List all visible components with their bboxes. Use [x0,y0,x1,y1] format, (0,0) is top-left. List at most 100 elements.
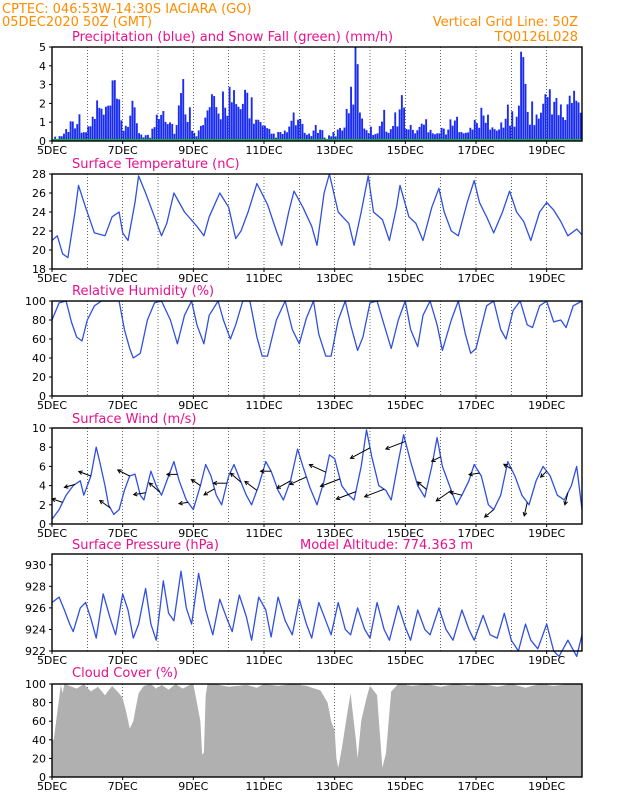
precip-bar [356,64,359,141]
precip-bar [286,132,288,141]
wind-xtick-label: 5DEC [37,527,67,540]
temp-xtick-label: 7DEC [108,272,138,285]
precip-bar [469,127,472,141]
humidity-ytick-label: 40 [32,352,46,365]
precip-bar [63,133,65,141]
wind-xtick-label: 9DEC [178,527,208,540]
temp-xtick-label: 17DEC [457,272,494,285]
precip-bar [151,128,154,141]
precip-xtick-label: 9DEC [178,144,208,157]
precip-bar [69,121,72,141]
precip-bar [548,89,551,141]
temp-xtick-label: 5DEC [37,272,67,285]
wind-series-line [51,429,583,520]
precip-bar [226,115,229,141]
precip-ytick-label: 0 [39,135,46,148]
precip-bar [427,132,430,141]
precip-bar [266,128,269,141]
precip-bar [116,98,118,141]
precip-bar [82,132,85,141]
precip-bar [392,125,394,141]
precip-bar [544,94,547,141]
humidity-ytick-label: 0 [39,390,46,403]
wind-vector-head [229,472,235,478]
precip-bar [164,121,167,141]
temp-ytick-label: 24 [32,206,46,219]
wind-vector-head [212,480,218,486]
precip-bar [98,107,101,141]
temp-xtick-label: 11DEC [245,272,282,285]
pressure-xtick-label: 17DEC [457,654,494,667]
precip-bar [305,134,308,141]
pressure-xtick-label: 13DEC [316,654,353,667]
precip-bar [109,105,112,141]
precip-bar [418,126,421,141]
precip-bar [520,51,523,141]
precip-bar [345,108,348,141]
wind-vector-head [435,497,441,502]
precip-bar [524,83,527,141]
model-altitude-note: Model Altitude: 774.363 m [300,538,473,553]
cloud-ytick-label: 0 [39,771,46,784]
precip-bar [447,129,450,141]
precip-bar [228,86,231,141]
wind-vector [230,472,242,483]
precip-bar [361,118,364,141]
humidity-xtick-label: 11DEC [245,399,282,412]
humidity-series-line [51,300,583,359]
wind-ytick-label: 10 [32,422,46,435]
temp-frame [51,173,583,270]
wind-vector-head [259,468,265,474]
cloud-xtick-label: 13DEC [316,780,353,793]
precip-bar [193,132,196,141]
wind-vector-head [244,480,249,486]
pressure-panel-title: Surface Pressure (hPa) [72,538,219,553]
precip-xtick-label: 19DEC [528,144,565,157]
precip-bar [579,112,582,141]
pressure-xtick-label: 11DEC [245,654,282,667]
precip-panel-title: Precipitation (blue) and Snow Fall (gree… [72,30,393,45]
precip-bar [498,129,500,141]
humidity-frame [51,300,583,397]
precip-bar [222,91,224,141]
humidity-xtick-label: 17DEC [457,399,494,412]
precip-xtick-label: 7DEC [108,144,138,157]
precip-bar [217,113,220,141]
precip-bar [233,90,235,141]
precip-bar [67,131,70,141]
precip-bar [93,119,96,141]
precip-bar [513,126,516,141]
cloud-xtick-label: 19DEC [528,780,565,793]
precip-bar [319,129,322,141]
precip-bar [575,100,578,141]
humidity-ytick-label: 80 [32,314,46,327]
precip-bar [365,130,368,141]
precip-bar [339,127,341,141]
precip-bar [440,127,443,141]
precip-bar [577,102,580,141]
wind-vector [385,440,406,450]
wind-vector [51,498,63,503]
wind-vector-head [522,511,528,517]
precip-bar [191,130,194,141]
precip-bar [464,132,467,141]
pressure-ytick-label: 926 [25,602,46,615]
cloud-xtick-label: 11DEC [245,780,282,793]
precip-bar [431,133,434,141]
precip-bar [177,105,180,141]
precip-bar [91,116,94,141]
wind-vector-head [148,482,154,487]
humidity-xtick-label: 5DEC [37,399,67,412]
precip-bar [487,114,489,141]
precip-bar [482,115,485,141]
precip-bar [297,119,300,141]
precip-bar [122,130,125,141]
precip-bar [557,115,560,141]
precip-bar [241,103,244,141]
precip-bar [564,119,567,141]
wind-panel: 0 2 4 6 8 10 5DEC 7DEC 9DEC 11DEC 13DEC 15DEC 17DEC 1… [32,422,583,540]
precip-bar [60,136,63,141]
precip-bar [144,135,147,141]
precip-bar [78,114,81,141]
precip-bar [493,129,496,141]
